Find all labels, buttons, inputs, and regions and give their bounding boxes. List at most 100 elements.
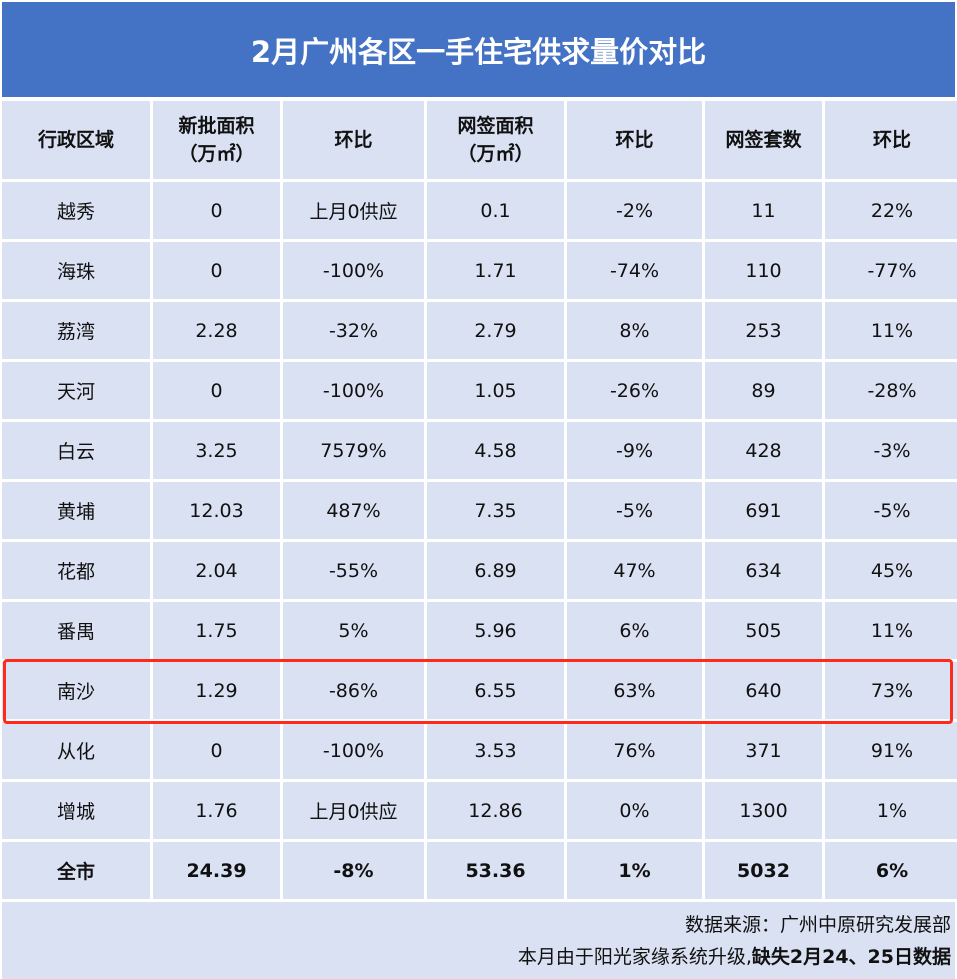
new-area-cell: 2.04 — [153, 542, 280, 599]
signed-area-cell: 4.58 — [427, 422, 564, 479]
new-area-cell: 1.76 — [153, 782, 280, 839]
district-cell: 增城 — [2, 782, 150, 839]
signed-area-cell: 1.05 — [427, 362, 564, 419]
table-row: 海珠 0 -100% 1.71 -74% 110 -77% — [2, 242, 957, 299]
signed-units-cell: 640 — [705, 662, 822, 719]
signed-units-mom-cell: 1% — [825, 782, 957, 839]
signed-units-cell: 5032 — [705, 842, 822, 899]
new-area-cell: 2.28 — [153, 302, 280, 359]
new-area-mom-cell: -100% — [283, 722, 424, 779]
signed-units-cell: 1300 — [705, 782, 822, 839]
signed-units-cell: 253 — [705, 302, 822, 359]
header-new-area-line1: 新批面积 — [178, 115, 255, 137]
new-area-mom-cell: -32% — [283, 302, 424, 359]
table-row: 南沙 1.29 -86% 6.55 63% 640 73% — [2, 662, 957, 719]
table-row: 白云 3.25 7579% 4.58 -9% 428 -3% — [2, 422, 957, 479]
new-area-mom-cell: 上月0供应 — [283, 782, 424, 839]
signed-area-cell: 6.55 — [427, 662, 564, 719]
district-cell: 越秀 — [2, 182, 150, 239]
new-area-mom-cell: -55% — [283, 542, 424, 599]
new-area-cell: 3.25 — [153, 422, 280, 479]
new-area-cell: 0 — [153, 182, 280, 239]
signed-units-mom-cell: 73% — [825, 662, 957, 719]
signed-units-cell: 505 — [705, 602, 822, 659]
signed-area-mom-cell: -5% — [567, 482, 702, 539]
district-cell: 白云 — [2, 422, 150, 479]
signed-units-cell: 11 — [705, 182, 822, 239]
signed-area-cell: 1.71 — [427, 242, 564, 299]
header-signed-area-line2: （万㎡） — [457, 143, 534, 165]
district-cell: 海珠 — [2, 242, 150, 299]
comparison-table: 行政区域 新批面积 （万㎡） 环比 网签面积 （万㎡） 环比 网签套数 环比 越… — [0, 98, 957, 902]
footnote: 本月由于阳光家缘系统升级,缺失2月24、25日数据 — [518, 942, 951, 969]
new-area-cell: 0 — [153, 722, 280, 779]
table-row: 越秀 0 上月0供应 0.1 -2% 11 22% — [2, 182, 957, 239]
header-signed-units-mom: 环比 — [825, 101, 957, 179]
table-row: 增城 1.76 上月0供应 12.86 0% 1300 1% — [2, 782, 957, 839]
signed-units-mom-cell: -28% — [825, 362, 957, 419]
signed-units-cell: 634 — [705, 542, 822, 599]
signed-area-mom-cell: 6% — [567, 602, 702, 659]
new-area-cell: 0 — [153, 362, 280, 419]
signed-area-mom-cell: 1% — [567, 842, 702, 899]
signed-units-cell: 110 — [705, 242, 822, 299]
signed-units-mom-cell: 45% — [825, 542, 957, 599]
signed-area-mom-cell: 47% — [567, 542, 702, 599]
new-area-mom-cell: -86% — [283, 662, 424, 719]
signed-units-mom-cell: -77% — [825, 242, 957, 299]
footnote-bold: 缺失2月24、25日数据 — [751, 946, 951, 968]
table-row: 全市 24.39 -8% 53.36 1% 5032 6% — [2, 842, 957, 899]
new-area-cell: 1.75 — [153, 602, 280, 659]
header-signed-area-mom: 环比 — [567, 101, 702, 179]
signed-units-mom-cell: 6% — [825, 842, 957, 899]
district-cell: 番禺 — [2, 602, 150, 659]
district-cell: 全市 — [2, 842, 150, 899]
data-source: 数据来源：广州中原研究发展部 — [684, 914, 951, 936]
district-cell: 从化 — [2, 722, 150, 779]
header-signed-units: 网签套数 — [705, 101, 822, 179]
header-district: 行政区域 — [2, 101, 150, 179]
header-signed-area-line1: 网签面积 — [457, 115, 534, 137]
signed-area-cell: 2.79 — [427, 302, 564, 359]
header-new-area-line2: （万㎡） — [178, 143, 255, 165]
district-cell: 天河 — [2, 362, 150, 419]
footnote-normal: 本月由于阳光家缘系统升级, — [517, 946, 752, 968]
table-row: 天河 0 -100% 1.05 -26% 89 -28% — [2, 362, 957, 419]
header-row: 行政区域 新批面积 （万㎡） 环比 网签面积 （万㎡） 环比 网签套数 环比 — [2, 101, 957, 179]
district-cell: 花都 — [2, 542, 150, 599]
signed-area-mom-cell: 63% — [567, 662, 702, 719]
table-row: 番禺 1.75 5% 5.96 6% 505 11% — [2, 602, 957, 659]
signed-area-mom-cell: 8% — [567, 302, 702, 359]
table-row: 花都 2.04 -55% 6.89 47% 634 45% — [2, 542, 957, 599]
new-area-mom-cell: 5% — [283, 602, 424, 659]
table-row: 荔湾 2.28 -32% 2.79 8% 253 11% — [2, 302, 957, 359]
new-area-mom-cell: 7579% — [283, 422, 424, 479]
signed-area-mom-cell: -9% — [567, 422, 702, 479]
new-area-cell: 12.03 — [153, 482, 280, 539]
signed-units-cell: 691 — [705, 482, 822, 539]
signed-area-cell: 12.86 — [427, 782, 564, 839]
signed-units-cell: 89 — [705, 362, 822, 419]
signed-units-cell: 428 — [705, 422, 822, 479]
signed-units-mom-cell: 22% — [825, 182, 957, 239]
new-area-mom-cell: 487% — [283, 482, 424, 539]
header-new-area: 新批面积 （万㎡） — [153, 101, 280, 179]
signed-area-cell: 6.89 — [427, 542, 564, 599]
table-row: 从化 0 -100% 3.53 76% 371 91% — [2, 722, 957, 779]
signed-units-mom-cell: 91% — [825, 722, 957, 779]
signed-units-mom-cell: 11% — [825, 302, 957, 359]
signed-area-cell: 5.96 — [427, 602, 564, 659]
district-cell: 黄埔 — [2, 482, 150, 539]
header-signed-area: 网签面积 （万㎡） — [427, 101, 564, 179]
table-row: 黄埔 12.03 487% 7.35 -5% 691 -5% — [2, 482, 957, 539]
new-area-cell: 1.29 — [153, 662, 280, 719]
signed-area-mom-cell: -74% — [567, 242, 702, 299]
signed-area-cell: 0.1 — [427, 182, 564, 239]
new-area-mom-cell: 上月0供应 — [283, 182, 424, 239]
signed-units-mom-cell: -5% — [825, 482, 957, 539]
signed-area-mom-cell: 0% — [567, 782, 702, 839]
signed-units-mom-cell: -3% — [825, 422, 957, 479]
new-area-mom-cell: -100% — [283, 362, 424, 419]
signed-area-mom-cell: 76% — [567, 722, 702, 779]
new-area-mom-cell: -100% — [283, 242, 424, 299]
